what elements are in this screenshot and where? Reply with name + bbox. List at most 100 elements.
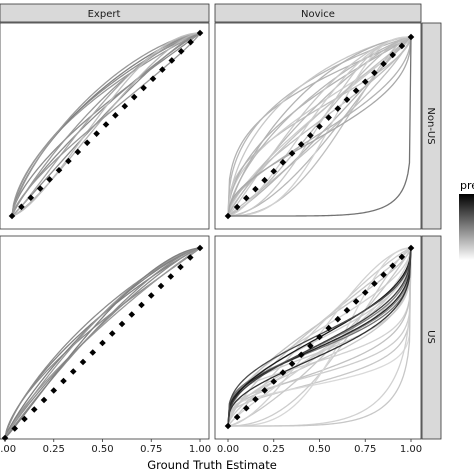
reference-point: [147, 292, 155, 299]
legend-title: pre: [460, 179, 474, 192]
reference-point: [138, 301, 145, 309]
reference-point: [307, 342, 314, 350]
reference-point: [224, 212, 232, 220]
reference-point: [407, 33, 415, 41]
series-line: [227, 247, 412, 427]
reference-point: [380, 271, 387, 278]
series-line: [227, 247, 412, 427]
reference-point: [118, 320, 126, 328]
reference-point: [307, 132, 314, 139]
reference-point: [343, 96, 351, 103]
colorbar-gradient: [459, 194, 474, 260]
reference-point: [233, 413, 241, 421]
reference-point: [149, 75, 157, 83]
reference-point: [93, 130, 100, 137]
reference-point: [177, 263, 184, 271]
reference-point: [252, 185, 259, 193]
x-tick-label: 0.25: [263, 444, 285, 455]
reference-point: [334, 105, 342, 112]
reference-point: [79, 358, 87, 366]
reference-point: [50, 387, 58, 394]
reference-point: [398, 42, 406, 50]
series-line: [227, 36, 412, 217]
series-line: [227, 247, 412, 427]
reference-point: [316, 333, 323, 341]
series-line: [228, 36, 411, 217]
x-tick-label: 1.00: [189, 444, 211, 455]
reference-point: [261, 387, 268, 394]
series-line: [228, 247, 412, 427]
panel-novice-non-us: [214, 22, 422, 230]
x-axis-title: Ground Truth Estimate: [147, 458, 277, 472]
reference-point: [380, 60, 387, 68]
series-line: [11, 32, 201, 217]
series-line: [227, 247, 412, 427]
series-line: [11, 32, 201, 217]
x-tick-label: 0.00: [217, 444, 239, 455]
reference-point: [186, 254, 194, 261]
reference-point: [130, 93, 138, 101]
reference-point: [252, 396, 259, 403]
series-line: [11, 32, 201, 217]
series-line: [227, 36, 412, 217]
reference-point: [233, 203, 241, 211]
reference-point: [157, 282, 165, 290]
reference-point: [288, 360, 296, 367]
x-tick-label: 0.25: [43, 444, 65, 455]
reference-point: [36, 185, 44, 192]
reference-point: [352, 298, 360, 305]
reference-point: [30, 406, 38, 413]
strip-label-novice: Novice: [301, 9, 335, 20]
panel-expert-us: [0, 235, 210, 442]
reference-point: [270, 378, 278, 385]
strip-label-non-us: Non-US: [425, 107, 436, 144]
reference-point: [389, 262, 396, 270]
strip-label-us: US: [425, 330, 436, 344]
reference-point: [196, 244, 204, 252]
reference-point: [8, 212, 16, 220]
reference-point: [407, 244, 415, 252]
reference-point: [112, 112, 119, 119]
series-line: [227, 247, 412, 427]
reference-point: [279, 369, 287, 376]
series-line: [227, 247, 412, 427]
series-line: [4, 247, 201, 439]
strip-col-novice: Novice: [214, 3, 422, 23]
reference-point: [196, 29, 204, 37]
reference-point: [352, 87, 360, 94]
reference-point: [128, 311, 136, 318]
x-axis-expert: 0.00 0.25 0.50 0.75 1.00: [0, 439, 211, 455]
series-line: [228, 36, 412, 217]
reference-point: [325, 324, 332, 332]
strip-row-us: US: [421, 235, 442, 440]
reference-point: [159, 66, 166, 73]
reference-point: [55, 166, 63, 174]
reference-point: [89, 349, 97, 356]
series-line: [227, 247, 412, 427]
series-line: [11, 32, 201, 217]
reference-point: [1, 434, 9, 442]
reference-point: [121, 102, 129, 110]
reference-point: [297, 351, 305, 359]
reference-point: [361, 289, 369, 296]
reference-point: [288, 150, 296, 157]
panel-expert-non-us: [0, 22, 210, 230]
series-line: [227, 36, 412, 217]
reference-point: [316, 123, 323, 130]
panel-novice-us: [214, 235, 422, 440]
reference-point: [167, 273, 175, 280]
x-tick-label: 1.00: [400, 444, 422, 455]
series-line: [11, 32, 201, 217]
reference-point: [279, 159, 287, 166]
x-tick-label: 0.50: [91, 444, 113, 455]
series-line: [4, 247, 201, 439]
reference-point: [187, 38, 194, 46]
series-line: [227, 247, 412, 427]
reference-point: [99, 339, 106, 347]
reference-point: [83, 139, 91, 147]
reference-point: [297, 141, 305, 148]
reference-point: [361, 78, 369, 86]
strip-label-expert: Expert: [88, 9, 121, 20]
reference-point: [11, 425, 19, 432]
reference-point: [40, 396, 48, 404]
